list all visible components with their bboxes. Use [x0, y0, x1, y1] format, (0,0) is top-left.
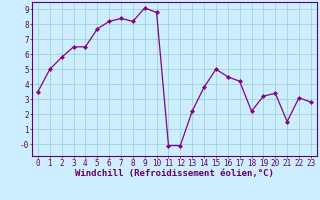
X-axis label: Windchill (Refroidissement éolien,°C): Windchill (Refroidissement éolien,°C) [75, 169, 274, 178]
